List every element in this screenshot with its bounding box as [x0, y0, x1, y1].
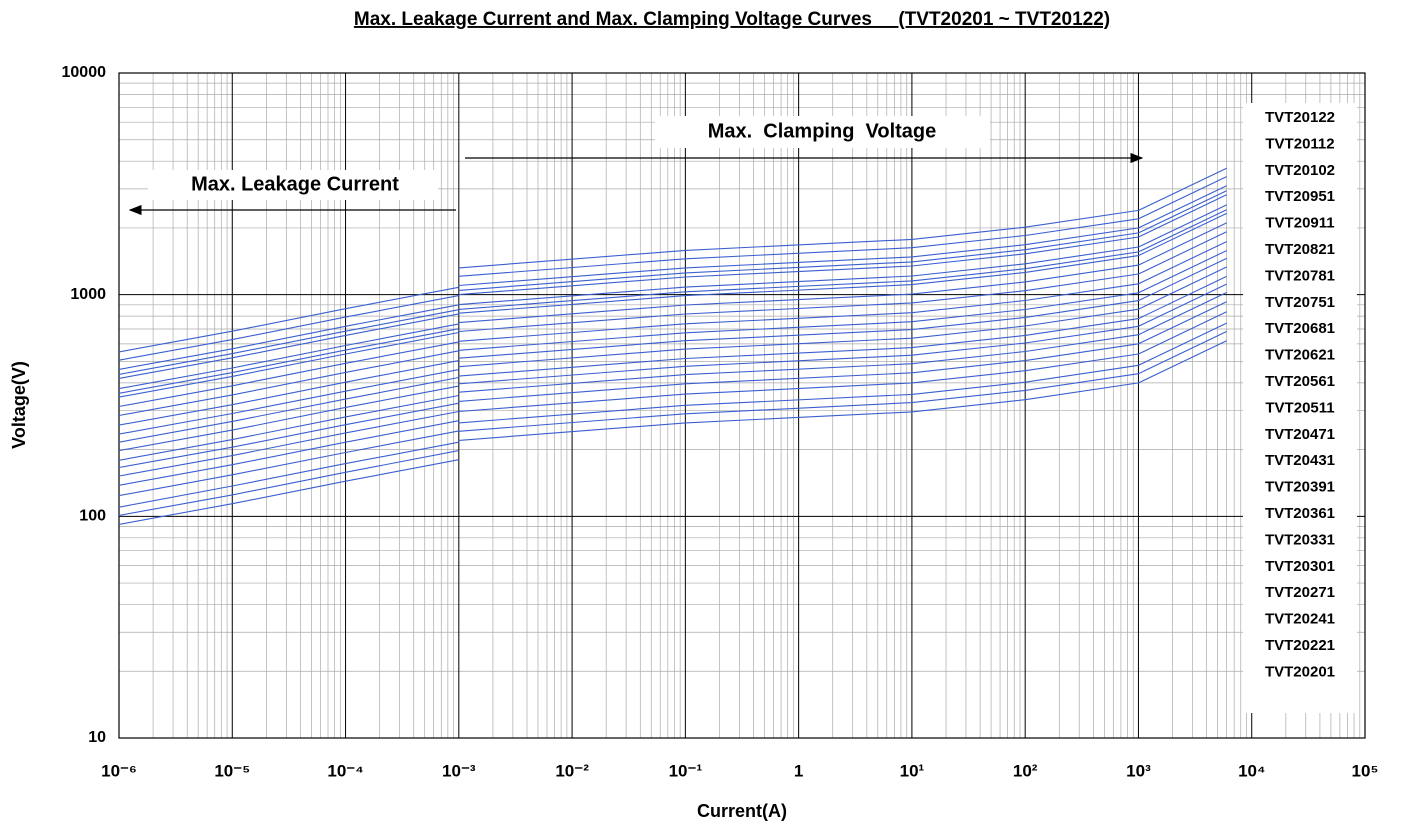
series-line: [118, 350, 459, 417]
series-line: [118, 323, 459, 390]
x-tick-label: 10³: [1126, 761, 1151, 780]
series-line: [118, 385, 459, 452]
series-line: [458, 212, 1227, 314]
series-line: [458, 283, 1227, 385]
series-line: [458, 190, 1227, 291]
x-tick-label: 10⁻⁶: [101, 761, 137, 780]
legend-box: [1243, 103, 1357, 713]
series-line: [118, 313, 459, 379]
series-line: [458, 167, 1227, 269]
x-tick-label: 10¹: [900, 761, 925, 780]
series-line: [458, 185, 1227, 287]
legend-label: TVT20621: [1265, 347, 1335, 364]
legend-label: TVT20681: [1265, 320, 1335, 337]
series-line: [118, 441, 459, 508]
legend-label: TVT20201: [1265, 663, 1335, 680]
legend-label: TVT20361: [1265, 505, 1335, 522]
series-line: [458, 241, 1227, 342]
series-line: [118, 295, 459, 361]
legend-label: TVT20221: [1265, 637, 1335, 654]
x-tick-label: 10⁻⁵: [214, 761, 250, 780]
series-line: [118, 450, 459, 516]
series-line: [458, 257, 1227, 359]
y-tick-label: 10000: [62, 64, 107, 81]
x-tick-label: 10⁻³: [442, 761, 476, 780]
legend-label: TVT20241: [1265, 611, 1335, 628]
legend-label: TVT20301: [1265, 558, 1335, 575]
x-tick-label: 10⁵: [1352, 761, 1379, 780]
series-line: [458, 209, 1227, 310]
legend-label: TVT20751: [1265, 294, 1335, 311]
annotation: Max. Leakage Current: [191, 173, 399, 195]
series-line: [118, 459, 459, 525]
series-line: [458, 340, 1227, 441]
x-tick-label: 10⁻¹: [669, 761, 703, 780]
legend-label: TVT20511: [1265, 399, 1334, 416]
series-line: [458, 250, 1227, 351]
series-line: [458, 331, 1227, 432]
legend-label: TVT20102: [1265, 162, 1335, 179]
series-line: [118, 309, 459, 375]
legend-label: TVT20911: [1265, 215, 1334, 232]
x-tick-label: 10⁻²: [555, 761, 589, 780]
series-line: [458, 275, 1227, 377]
legend-label: TVT20122: [1265, 109, 1335, 126]
y-axis-label: Voltage(V): [9, 361, 29, 449]
series-line: [118, 376, 459, 443]
series-line: [458, 231, 1227, 333]
legend-label: TVT20561: [1265, 373, 1335, 390]
legend-label: TVT20781: [1265, 267, 1335, 284]
chart-title: Max. Leakage Current and Max. Clamping V…: [354, 9, 1110, 30]
legend-label: TVT20471: [1265, 426, 1335, 443]
series-line: [458, 204, 1227, 306]
x-tick-label: 10⁴: [1238, 761, 1265, 780]
series-line: [458, 266, 1227, 368]
series-line: [458, 222, 1227, 324]
series-line: [458, 301, 1227, 402]
legend-label: TVT20391: [1265, 479, 1335, 496]
y-tick-label: 10: [88, 729, 106, 746]
legend-label: TVT20271: [1265, 584, 1335, 601]
series-line: [118, 369, 459, 435]
annotation-bg: [148, 170, 438, 200]
series-line: [458, 292, 1227, 393]
x-tick-label: 10²: [1013, 761, 1038, 780]
series-line: [458, 311, 1227, 413]
series-line: [458, 322, 1227, 424]
series-line: [458, 194, 1227, 296]
series-line: [118, 420, 459, 486]
legend-label: TVT20951: [1265, 188, 1335, 205]
series-line: [118, 328, 459, 394]
series-line: [458, 176, 1227, 277]
legend-label: TVT20431: [1265, 452, 1335, 469]
series-line: [118, 360, 459, 426]
y-tick-label: 100: [79, 508, 106, 525]
series-line: [118, 304, 459, 370]
plot-frame: [118, 72, 1366, 739]
x-tick-label: 10⁻⁴: [327, 761, 363, 780]
series-line: [118, 410, 459, 477]
annotation: Max. Clamping Voltage: [708, 120, 937, 142]
series-line: [118, 331, 459, 398]
series-line: [118, 286, 459, 353]
annotation-bg: [655, 116, 990, 148]
x-tick-label: 1: [794, 761, 803, 780]
series-line: [118, 430, 459, 497]
series-line: [118, 394, 459, 461]
series-line: [118, 402, 459, 469]
legend-label: TVT20821: [1265, 241, 1335, 258]
y-tick-label: 1000: [70, 286, 106, 303]
series-line: [118, 341, 459, 408]
x-axis-label: Current(A): [697, 801, 787, 821]
legend-label: TVT20112: [1265, 135, 1334, 152]
legend-label: TVT20331: [1265, 531, 1335, 548]
